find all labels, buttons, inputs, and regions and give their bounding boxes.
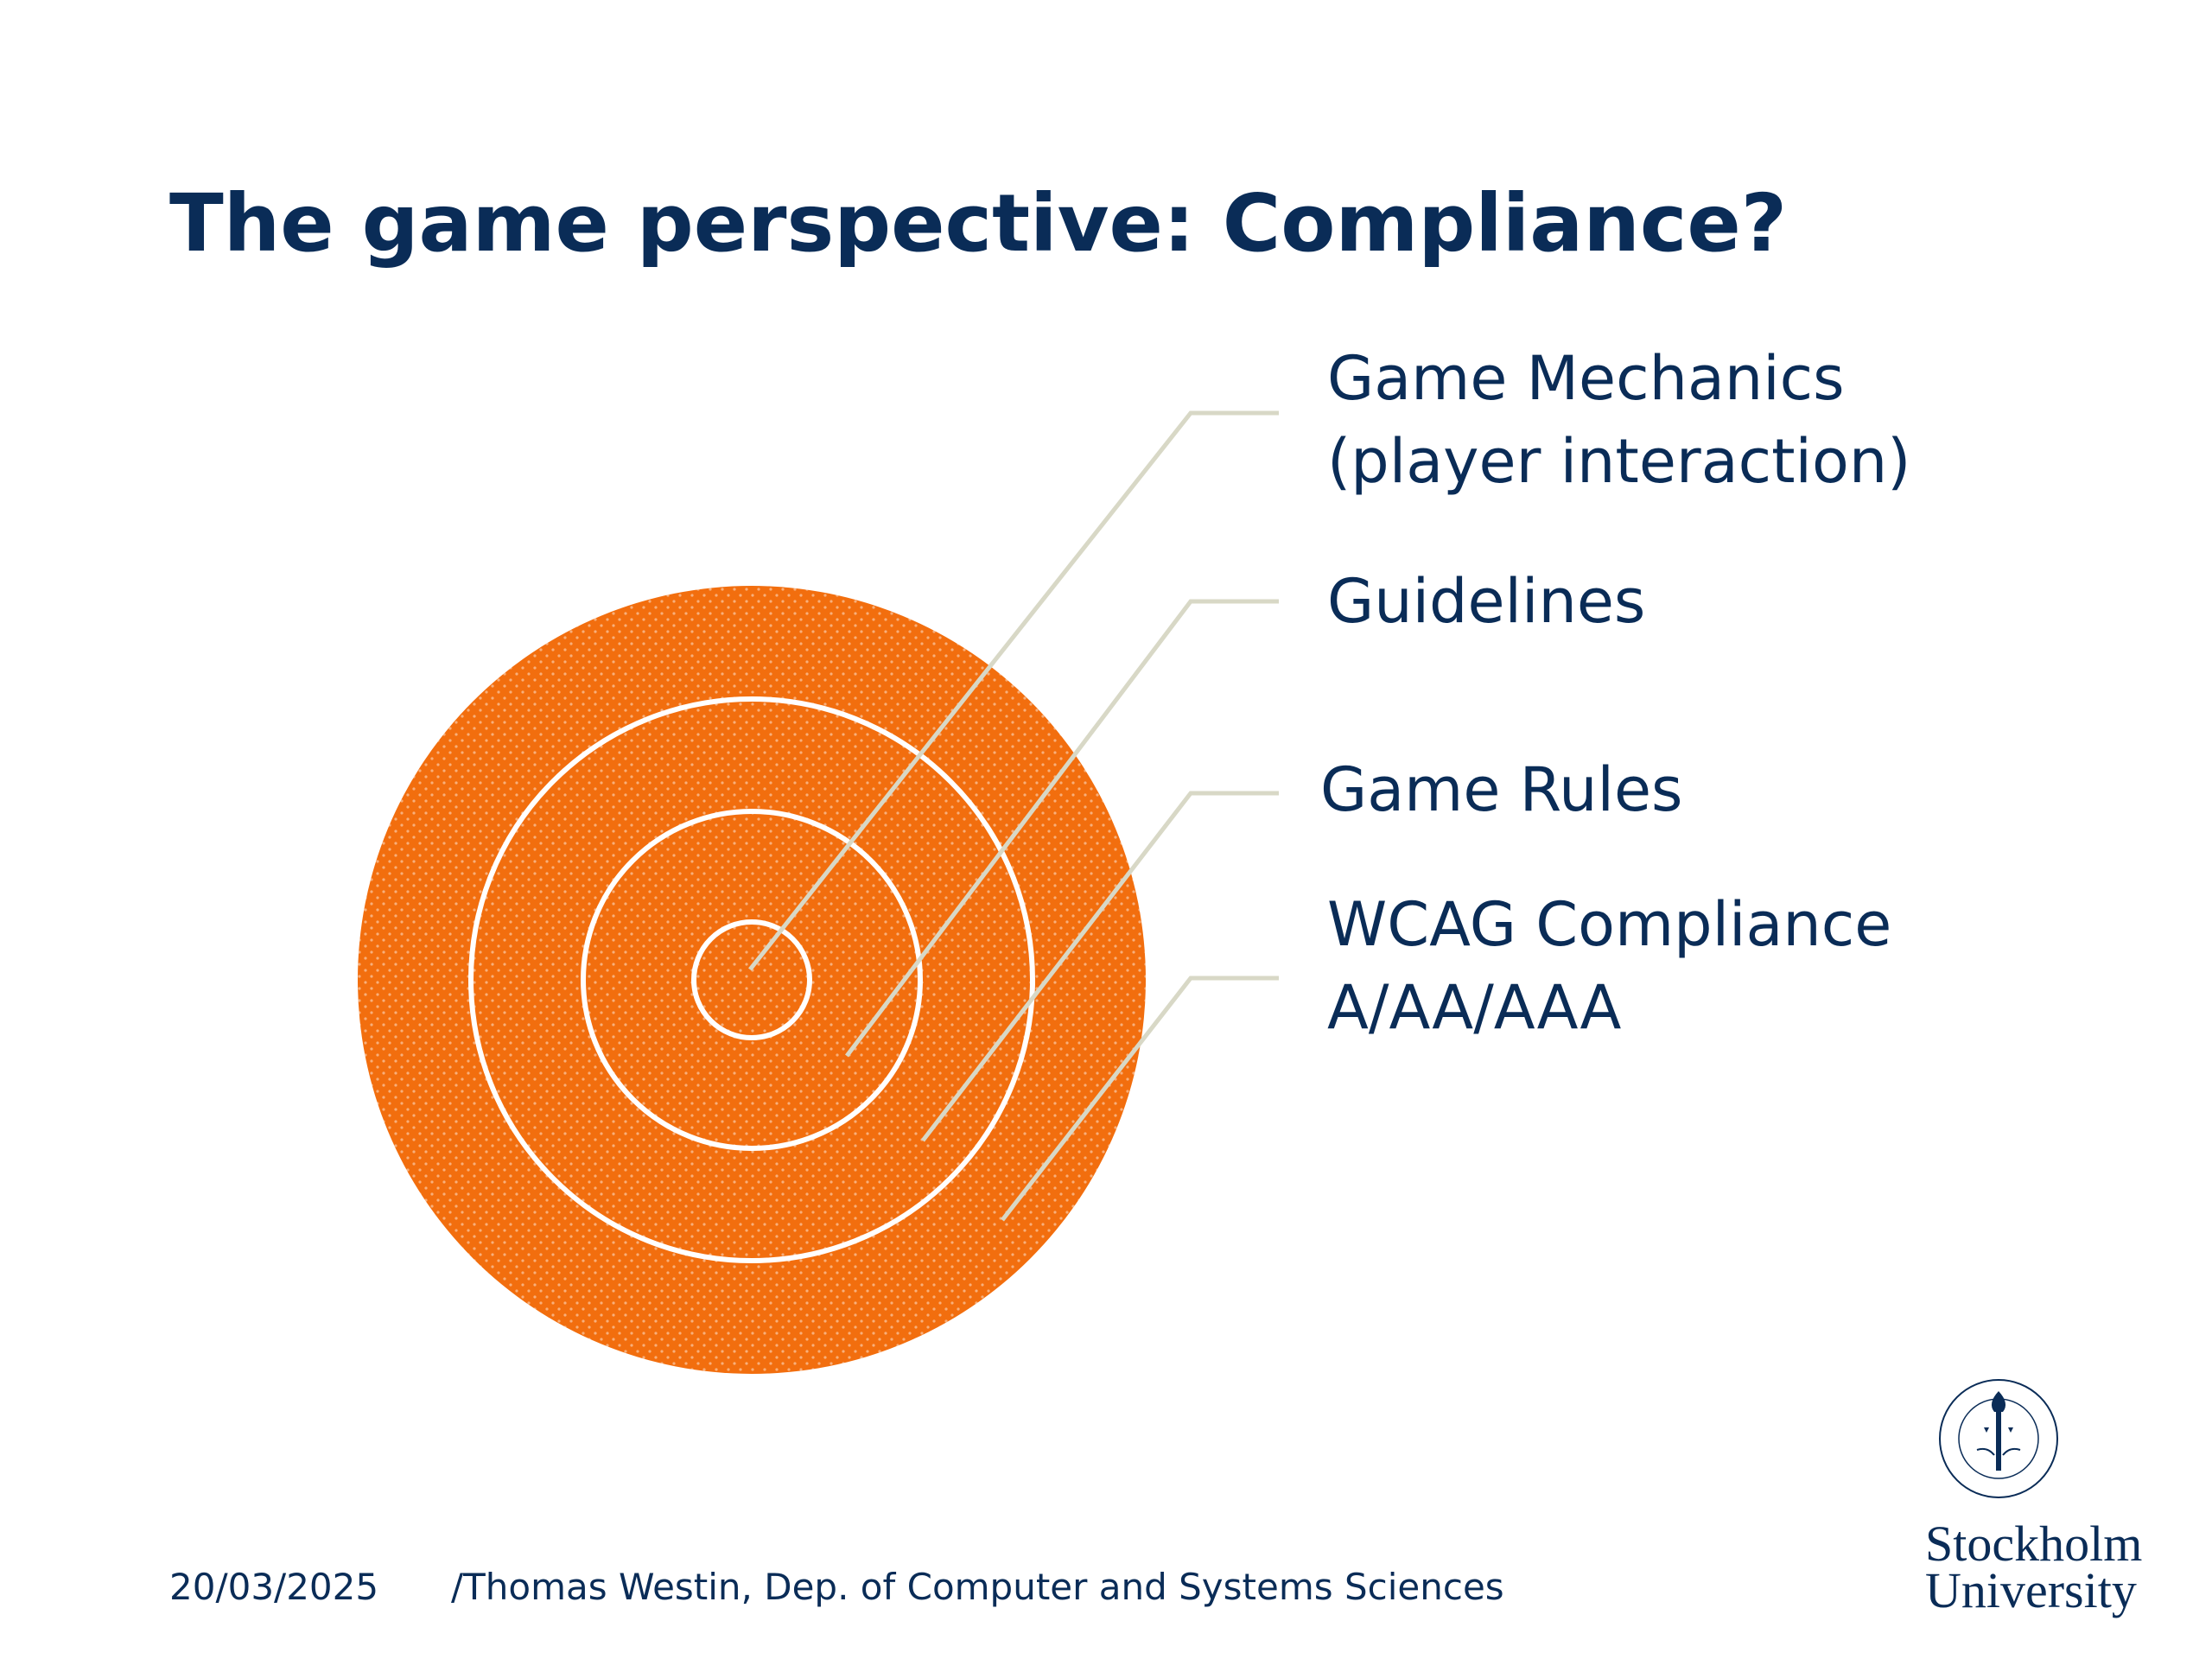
label-wcag-compliance: WCAG Compliance A/AA/AAA [1327,883,1891,1049]
university-name: Stockholm University [1925,1516,2143,1618]
footer-date: 20/03/2025 [169,1566,379,1608]
label-game-mechanics: Game Mechanics (player interaction) [1327,337,1911,503]
leader-wcag-compliance [1001,976,1279,1222]
leader-guidelines [845,599,1279,1058]
leader-game-mechanics [748,410,1279,971]
footer-author: /Thomas Westin, Dep. of Computer and Sys… [451,1566,1504,1608]
label-line: (player interaction) [1327,426,1911,497]
ring-guidelines [468,696,1035,1263]
ring-game-rules [581,809,923,1151]
label-line: Guidelines [1327,566,1646,637]
leader-game-rules [921,791,1279,1142]
label-line: Game Rules [1320,754,1683,825]
university-logo: Stockholm University [1925,1374,2184,1624]
ring-game-mechanics [691,919,812,1040]
label-line: Game Mechanics [1327,343,1845,414]
university-seal-icon [1939,1379,2058,1498]
label-guidelines: Guidelines [1327,560,1645,643]
dot-texture [358,586,1146,1374]
slide-title: The game perspective: Compliance? [169,177,1788,270]
label-line: A/AA/AAA [1327,972,1622,1043]
label-line: WCAG Compliance [1327,889,1892,960]
logo-line: Stockholm [1925,1516,2143,1572]
logo-line: University [1925,1562,2137,1618]
leader-lines [748,410,1279,1222]
label-game-rules: Game Rules [1320,748,1683,831]
